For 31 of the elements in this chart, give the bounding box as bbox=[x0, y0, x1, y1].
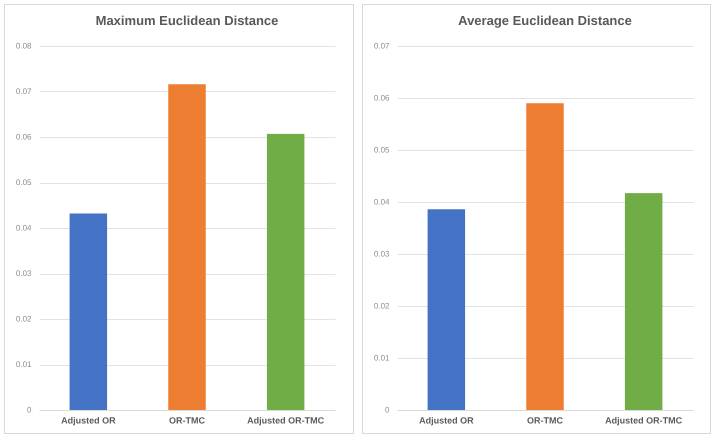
y-tick-label: 0.01 bbox=[373, 354, 390, 362]
bar bbox=[168, 84, 206, 410]
x-tick-label: OR-TMC bbox=[169, 416, 206, 426]
chart-title: Maximum Euclidean Distance bbox=[96, 13, 278, 28]
x-tick-label: Adjusted OR bbox=[61, 416, 116, 426]
y-tick-label: 0.03 bbox=[16, 269, 32, 278]
y-tick-label: 0.04 bbox=[16, 224, 32, 232]
y-tick-label: 0 bbox=[27, 406, 32, 414]
bar bbox=[266, 134, 304, 410]
y-tick-label: 0.07 bbox=[373, 42, 390, 50]
bar bbox=[427, 209, 465, 410]
y-tick-label: 0 bbox=[384, 406, 390, 414]
y-tick-label: 0.06 bbox=[373, 94, 390, 102]
y-tick-label: 0.03 bbox=[373, 250, 390, 258]
y-tick-label: 0.02 bbox=[373, 302, 390, 310]
chart-title: Average Euclidean Distance bbox=[458, 13, 632, 28]
y-tick-label: 0.05 bbox=[373, 146, 390, 154]
y-tick-label: 0.02 bbox=[16, 314, 32, 324]
x-tick-label: OR-TMC bbox=[526, 416, 563, 426]
y-tick-label: 0.07 bbox=[16, 87, 32, 96]
bar bbox=[70, 213, 108, 410]
x-tick-label: Adjusted OR-TMC bbox=[247, 416, 325, 426]
y-tick-label: 0.06 bbox=[16, 132, 32, 142]
y-tick-label: 0.04 bbox=[373, 198, 390, 206]
bar bbox=[526, 103, 564, 410]
bar bbox=[624, 193, 662, 410]
y-tick-label: 0.08 bbox=[16, 42, 32, 50]
x-tick-label: Adjusted OR-TMC bbox=[604, 416, 682, 426]
y-tick-label: 0.05 bbox=[16, 178, 32, 187]
x-tick-label: Adjusted OR bbox=[418, 416, 474, 426]
y-tick-label: 0.01 bbox=[16, 360, 32, 369]
